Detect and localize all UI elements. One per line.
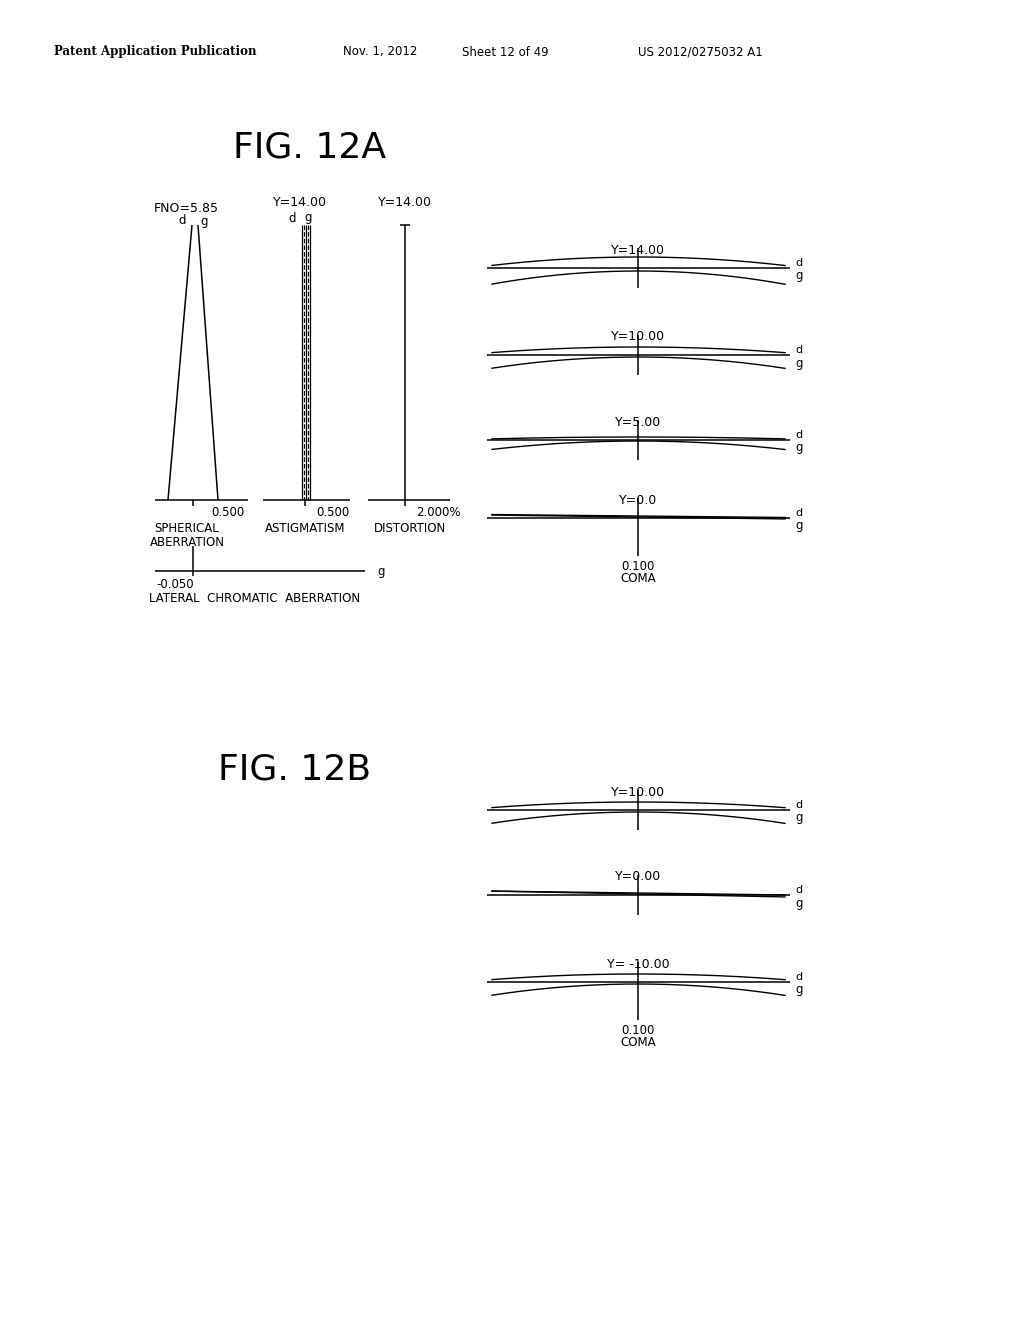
Text: 0.500: 0.500 — [211, 507, 245, 520]
Text: g: g — [795, 983, 803, 997]
Text: Y=0.0: Y=0.0 — [618, 494, 657, 507]
Text: d: d — [795, 800, 802, 810]
Text: g: g — [795, 812, 803, 825]
Text: ABERRATION: ABERRATION — [150, 536, 224, 549]
Text: g: g — [795, 520, 803, 532]
Text: g: g — [377, 565, 384, 578]
Text: Y=10.00: Y=10.00 — [611, 785, 665, 799]
Text: Y=14.00: Y=14.00 — [611, 243, 665, 256]
Text: d: d — [795, 972, 802, 982]
Text: 0.500: 0.500 — [316, 507, 349, 520]
Text: -0.050: -0.050 — [157, 578, 194, 591]
Text: 0.100: 0.100 — [622, 1023, 654, 1036]
Text: d: d — [795, 345, 802, 355]
Text: Nov. 1, 2012: Nov. 1, 2012 — [343, 45, 417, 58]
Text: Y=14.00: Y=14.00 — [273, 197, 327, 210]
Text: SPHERICAL: SPHERICAL — [155, 523, 219, 536]
Text: COMA: COMA — [621, 573, 655, 586]
Text: ASTIGMATISM: ASTIGMATISM — [265, 523, 345, 536]
Text: g: g — [795, 441, 803, 454]
Text: g: g — [795, 356, 803, 370]
Text: FIG. 12B: FIG. 12B — [218, 752, 372, 787]
Text: d: d — [795, 430, 802, 440]
Text: Y= -10.00: Y= -10.00 — [606, 957, 670, 970]
Text: DISTORTION: DISTORTION — [374, 523, 446, 536]
Text: g: g — [200, 214, 208, 227]
Text: Sheet 12 of 49: Sheet 12 of 49 — [462, 45, 548, 58]
Text: Y=10.00: Y=10.00 — [611, 330, 665, 343]
Text: LATERAL  CHROMATIC  ABERRATION: LATERAL CHROMATIC ABERRATION — [150, 591, 360, 605]
Text: d: d — [795, 884, 802, 895]
Text: Y=0.00: Y=0.00 — [614, 870, 662, 883]
Text: 0.100: 0.100 — [622, 560, 654, 573]
Text: d: d — [178, 214, 186, 227]
Text: COMA: COMA — [621, 1036, 655, 1049]
Text: 2.000%: 2.000% — [416, 507, 460, 520]
Text: Y=5.00: Y=5.00 — [614, 416, 662, 429]
Text: d: d — [795, 257, 802, 268]
Text: d: d — [289, 211, 296, 224]
Text: Y=14.00: Y=14.00 — [378, 197, 432, 210]
Text: d: d — [795, 508, 802, 517]
Text: g: g — [304, 211, 311, 224]
Text: FIG. 12A: FIG. 12A — [233, 131, 387, 165]
Text: US 2012/0275032 A1: US 2012/0275032 A1 — [638, 45, 763, 58]
Text: Patent Application Publication: Patent Application Publication — [53, 45, 256, 58]
Text: FNO=5.85: FNO=5.85 — [154, 202, 218, 214]
Text: g: g — [795, 269, 803, 282]
Text: g: g — [795, 896, 803, 909]
